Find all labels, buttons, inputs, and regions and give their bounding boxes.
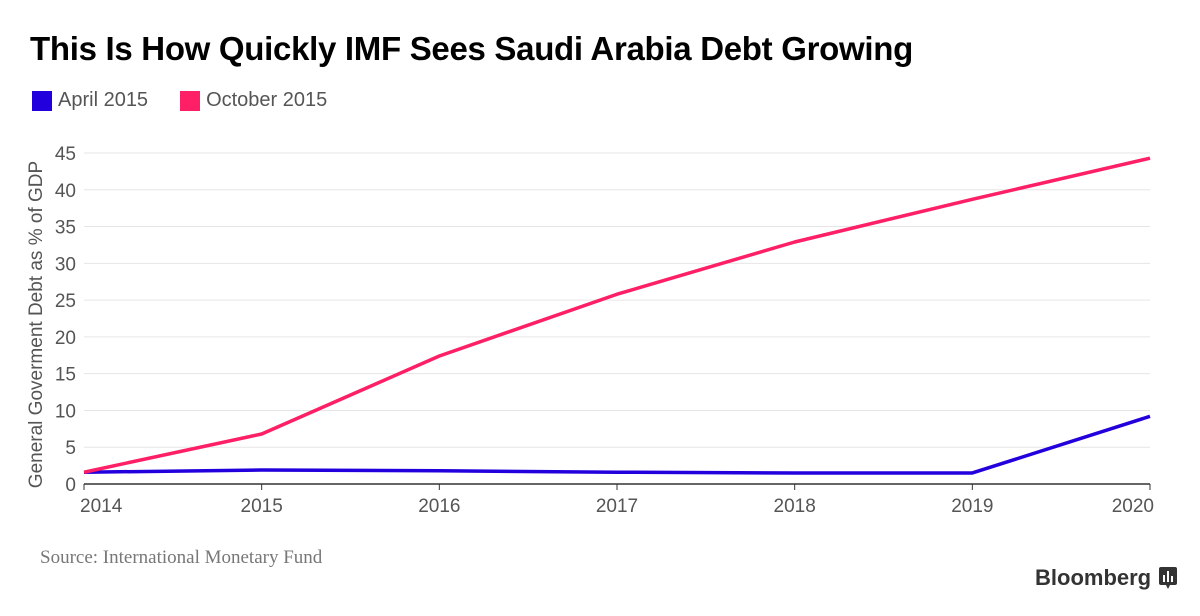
legend-item-october: October 2015 xyxy=(180,89,327,112)
y-tick-label: 30 xyxy=(55,254,76,275)
x-tick-label: 2014 xyxy=(80,496,123,517)
y-tick-label: 0 xyxy=(65,475,76,496)
x-tick-label: 2017 xyxy=(596,496,638,517)
legend: April 2015 October 2015 xyxy=(32,89,327,112)
y-tick-label: 25 xyxy=(55,291,76,312)
x-tick-label: 2020 xyxy=(1112,496,1154,517)
x-tick-label: 2016 xyxy=(418,496,460,517)
line-chart: 0 5 10 15 20 25 30 35 40 45 2014 2015 2016 2017 2018 20… xyxy=(26,144,1154,517)
legend-swatch xyxy=(180,90,201,111)
y-axis-label: General Goverment Debt as % of GDP xyxy=(26,161,47,488)
legend-label: April 2015 xyxy=(58,89,149,111)
chart-title: This Is How Quickly IMF Sees Saudi Arabi… xyxy=(30,30,913,67)
bloomberg-chart-icon xyxy=(1159,567,1178,589)
source-note: Source: International Monetary Fund xyxy=(40,547,323,568)
x-tick-label: 2018 xyxy=(774,496,816,517)
legend-swatch xyxy=(32,90,52,111)
y-tick-label: 20 xyxy=(55,328,76,349)
x-tick-label: 2015 xyxy=(241,496,283,517)
bloomberg-logo: Bloomberg xyxy=(1035,565,1178,591)
y-tick-label: 5 xyxy=(65,438,76,459)
legend-item-april: April 2015 xyxy=(32,89,148,112)
y-tick-label: 15 xyxy=(55,365,76,386)
y-tick-label: 40 xyxy=(55,181,76,202)
x-tick-label: 2019 xyxy=(951,496,993,517)
legend-label: October 2015 xyxy=(206,89,328,111)
series-line-0 xyxy=(83,414,1151,475)
y-tick-label: 35 xyxy=(55,218,76,239)
y-tick-label: 10 xyxy=(55,401,76,422)
logo-text: Bloomberg xyxy=(1035,565,1152,590)
series-line-1 xyxy=(83,156,1151,474)
y-tick-label: 45 xyxy=(55,144,76,165)
